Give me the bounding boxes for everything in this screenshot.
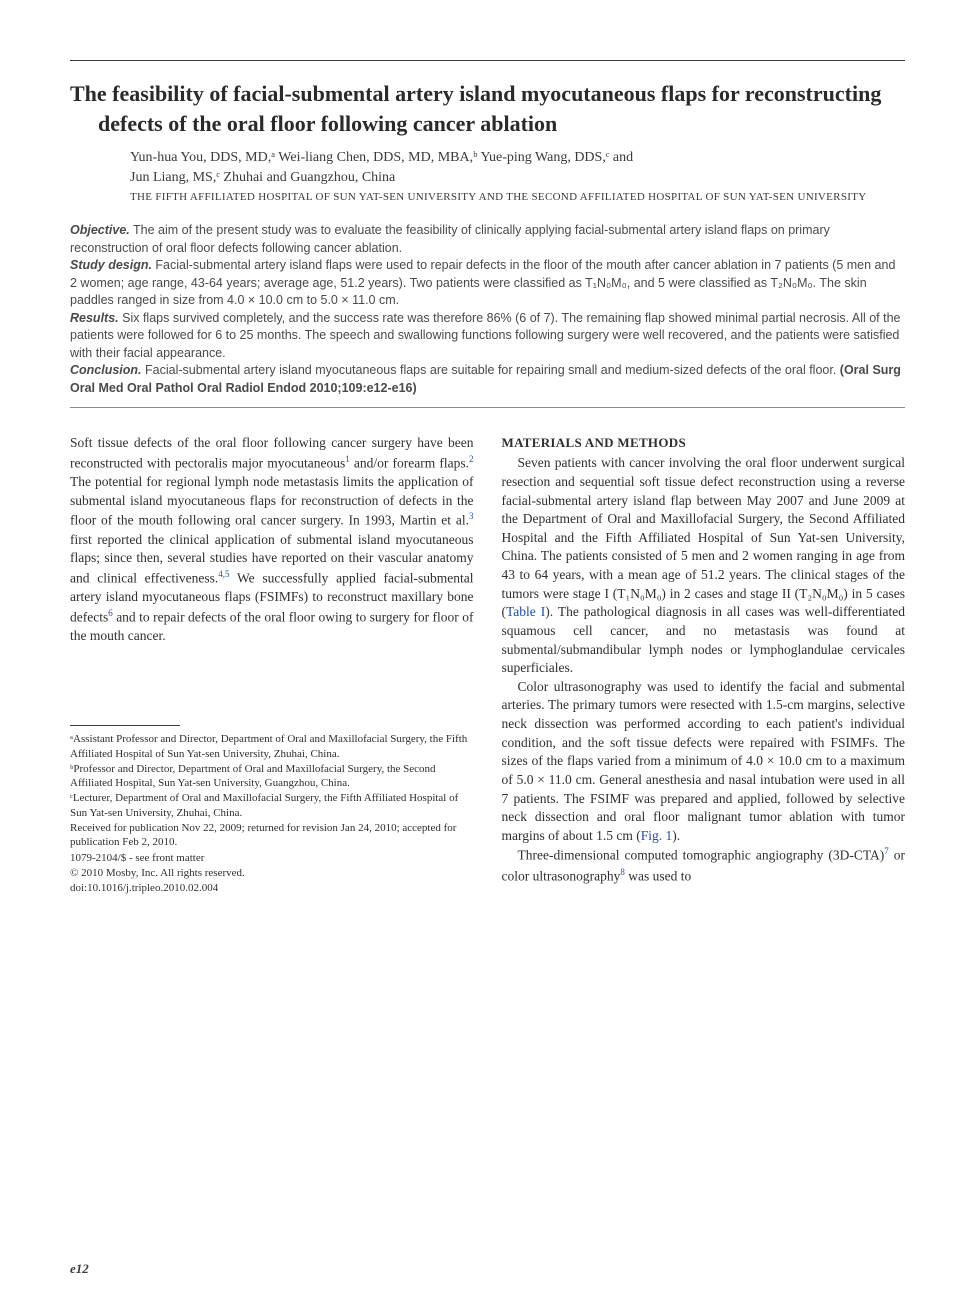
abstract-bottom-rule	[70, 407, 905, 408]
abstract-results: Results. Six flaps survived completely, …	[70, 310, 905, 363]
body-columns: Soft tissue defects of the oral floor fo…	[70, 434, 905, 896]
methods-p3: Three-dimensional computed tomographic a…	[502, 845, 906, 885]
intro-text-f: and to repair defects of the oral floor …	[70, 609, 474, 643]
footnote-c: ᶜLecturer, Department of Oral and Maxill…	[70, 791, 474, 820]
footnotes-block: ᵃAssistant Professor and Director, Depar…	[70, 725, 474, 895]
table-1-link[interactable]: Table I	[506, 604, 545, 619]
abstract-design: Study design. Facial-submental artery is…	[70, 257, 905, 310]
footnote-doi: doi:10.1016/j.tripleo.2010.02.004	[70, 881, 474, 895]
abstract-objective: Objective. The aim of the present study …	[70, 222, 905, 257]
methods-p2: Color ultrasonography was used to identi…	[502, 678, 906, 846]
left-column: Soft tissue defects of the oral floor fo…	[70, 434, 474, 896]
design-label: Study design.	[70, 258, 152, 272]
footnote-copyright: © 2010 Mosby, Inc. All rights reserved.	[70, 866, 474, 880]
ref-4-5[interactable]: 4,5	[218, 569, 229, 579]
objective-text: The aim of the present study was to eval…	[70, 223, 830, 255]
right-column: MATERIALS AND METHODS Seven patients wit…	[502, 434, 906, 896]
abstract-block: Objective. The aim of the present study …	[70, 222, 905, 397]
ref-2[interactable]: 2	[469, 454, 474, 464]
ref-3[interactable]: 3	[469, 511, 474, 521]
top-rule	[70, 60, 905, 61]
conclusion-text: Facial-submental artery island myocutane…	[142, 363, 840, 377]
objective-label: Objective.	[70, 223, 130, 237]
intro-text-c: The potential for regional lymph node me…	[70, 474, 474, 528]
affiliation-caps: THE FIFTH AFFILIATED HOSPITAL OF SUN YAT…	[130, 190, 905, 205]
methods-p1-b: ). The pathological diagnosis in all cas…	[502, 604, 906, 675]
article-title: The feasibility of facial-submental arte…	[98, 79, 905, 138]
conclusion-label: Conclusion.	[70, 363, 142, 377]
authors-line-1: Yun-hua You, DDS, MD,ᵃ Wei-liang Chen, D…	[130, 148, 905, 168]
methods-p1-a: Seven patients with cancer involving the…	[502, 455, 906, 619]
methods-p1: Seven patients with cancer involving the…	[502, 454, 906, 678]
results-label: Results.	[70, 311, 119, 325]
page-number: e12	[70, 1261, 89, 1277]
abstract-conclusion: Conclusion. Facial-submental artery isla…	[70, 362, 905, 397]
methods-p3-c: was used to	[625, 868, 691, 883]
intro-paragraph: Soft tissue defects of the oral floor fo…	[70, 434, 474, 645]
results-text: Six flaps survived completely, and the s…	[70, 311, 901, 360]
footnote-received: Received for publication Nov 22, 2009; r…	[70, 821, 474, 850]
authors-line-2: Jun Liang, MS,ᶜ Zhuhai and Guangzhou, Ch…	[130, 168, 905, 188]
fig-1-link[interactable]: Fig. 1	[641, 828, 673, 843]
footnote-a: ᵃAssistant Professor and Director, Depar…	[70, 732, 474, 761]
methods-p2-b: ).	[672, 828, 680, 843]
authors-block: Yun-hua You, DDS, MD,ᵃ Wei-liang Chen, D…	[130, 148, 905, 187]
design-text: Facial-submental artery island flaps wer…	[70, 258, 895, 307]
materials-heading: MATERIALS AND METHODS	[502, 434, 906, 452]
intro-text-b: and/or forearm flaps.	[350, 456, 469, 471]
footnote-issn: 1079-2104/$ - see front matter	[70, 851, 474, 865]
footnote-rule	[70, 725, 180, 726]
methods-p3-a: Three-dimensional computed tomographic a…	[518, 848, 885, 863]
footnote-b: ᵇProfessor and Director, Department of O…	[70, 762, 474, 791]
methods-p2-a: Color ultrasonography was used to identi…	[502, 679, 906, 843]
